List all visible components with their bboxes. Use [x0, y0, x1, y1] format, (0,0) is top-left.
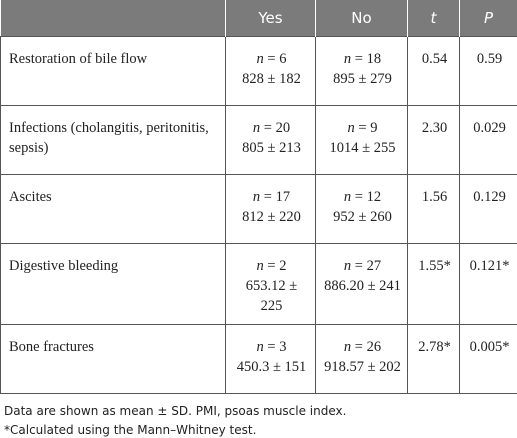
- n-symbol: n: [256, 339, 264, 355]
- row-label: Restoration of bile flow: [0, 36, 226, 106]
- n-symbol: n: [256, 51, 264, 67]
- n-value: = 17: [263, 189, 291, 205]
- p-cell: 0.029: [459, 105, 517, 175]
- n-value: = 18: [354, 51, 382, 67]
- t-cell: 0.54: [407, 36, 460, 106]
- stats: 450.3 ± 151: [236, 359, 307, 375]
- n-line: n = 9: [324, 118, 401, 138]
- stats: 805 ± 213: [242, 140, 301, 156]
- p-cell: 0.129: [459, 174, 517, 244]
- header-row: Yes No t P: [0, 0, 517, 37]
- stats: 653.12 ± 225: [245, 278, 298, 314]
- p-cell: 0.59: [459, 36, 517, 106]
- header-cell: [0, 0, 226, 37]
- n-value: = 3: [267, 339, 287, 355]
- no-cell: n = 27 886.20 ± 241: [315, 243, 408, 325]
- n-value: = 9: [358, 120, 378, 136]
- n-line: n = 26: [324, 337, 401, 357]
- n-line: n = 2: [234, 256, 309, 276]
- stats: 918.57 ± 202: [324, 359, 401, 375]
- footnote: Data are shown as mean ± SD. PMI, psoas …: [4, 404, 347, 418]
- p-cell: 0.121*: [459, 243, 517, 325]
- n-value: = 26: [354, 339, 382, 355]
- stats: 812 ± 220: [242, 209, 301, 225]
- table-row: Infections (cholangitis, peritonitis, se…: [0, 105, 517, 175]
- t-cell: 1.55*: [407, 243, 460, 325]
- n-symbol: n: [343, 258, 352, 274]
- n-line: n = 17: [234, 187, 309, 207]
- n-line: n = 6: [234, 49, 309, 69]
- row-label: Digestive bleeding: [0, 243, 226, 325]
- p-cell: 0.005*: [459, 324, 517, 394]
- n-symbol: n: [256, 258, 264, 274]
- no-cell: n = 26 918.57 ± 202: [315, 324, 408, 394]
- yes-cell: n = 20 805 ± 213: [225, 105, 316, 175]
- row-label: Ascites: [0, 174, 226, 244]
- table-row: Ascites n = 17 812 ± 220 n = 12 952 ± 260 1.5…: [0, 174, 517, 244]
- no-cell: n = 9 1014 ± 255: [315, 105, 408, 175]
- table-body: Restoration of bile flow n = 6 828 ± 182 n …: [0, 36, 517, 394]
- t-cell: 2.78*: [407, 324, 460, 394]
- stats: 1014 ± 255: [329, 140, 396, 156]
- n-line: n = 12: [324, 187, 401, 207]
- n-symbol: n: [252, 189, 261, 205]
- yes-cell: n = 17 812 ± 220: [225, 174, 316, 244]
- row-label: Infections (cholangitis, peritonitis, se…: [0, 105, 226, 175]
- table-row: Restoration of bile flow n = 6 828 ± 182 n …: [0, 36, 517, 106]
- n-value: = 6: [267, 51, 287, 67]
- n-line: n = 20: [234, 118, 309, 138]
- stats: 828 ± 182: [242, 71, 301, 87]
- yes-cell: n = 3 450.3 ± 151: [225, 324, 316, 394]
- n-value: = 2: [267, 258, 287, 274]
- no-cell: n = 18 895 ± 279: [315, 36, 408, 106]
- t-cell: 2.30: [407, 105, 460, 175]
- no-cell: n = 12 952 ± 260: [315, 174, 408, 244]
- n-line: n = 3: [234, 337, 309, 357]
- row-label: Bone fractures: [0, 324, 226, 394]
- header-cell: Yes: [225, 0, 316, 37]
- n-symbol: n: [343, 189, 352, 205]
- t-cell: 1.56: [407, 174, 460, 244]
- stats: 952 ± 260: [333, 209, 392, 225]
- n-symbol: n: [252, 120, 261, 136]
- table-row: Bone fractures n = 3 450.3 ± 151 n = 26 918.…: [0, 324, 517, 394]
- n-value: = 27: [354, 258, 382, 274]
- footnote: *Calculated using the Mann–Whitney test.: [4, 423, 257, 437]
- n-line: n = 18: [324, 49, 401, 69]
- n-line: n = 27: [324, 256, 401, 276]
- table-row: Digestive bleeding n = 2 653.12 ± 225 n = 2…: [0, 243, 517, 325]
- footnotes: Data are shown as mean ± SD. PMI, psoas …: [0, 402, 517, 438]
- stats: 895 ± 279: [333, 71, 392, 87]
- yes-cell: n = 2 653.12 ± 225: [225, 243, 316, 325]
- n-value: = 20: [263, 120, 291, 136]
- yes-cell: n = 6 828 ± 182: [225, 36, 316, 106]
- header-cell: No: [315, 0, 408, 37]
- n-value: = 12: [354, 189, 382, 205]
- n-symbol: n: [347, 120, 355, 136]
- n-symbol: n: [343, 51, 352, 67]
- header-cell: t: [407, 0, 460, 37]
- data-table: Yes No t P Restoration of bile flow n = 6…: [0, 0, 517, 394]
- n-symbol: n: [343, 339, 352, 355]
- header-cell: P: [459, 0, 517, 37]
- stats: 886.20 ± 241: [324, 278, 401, 294]
